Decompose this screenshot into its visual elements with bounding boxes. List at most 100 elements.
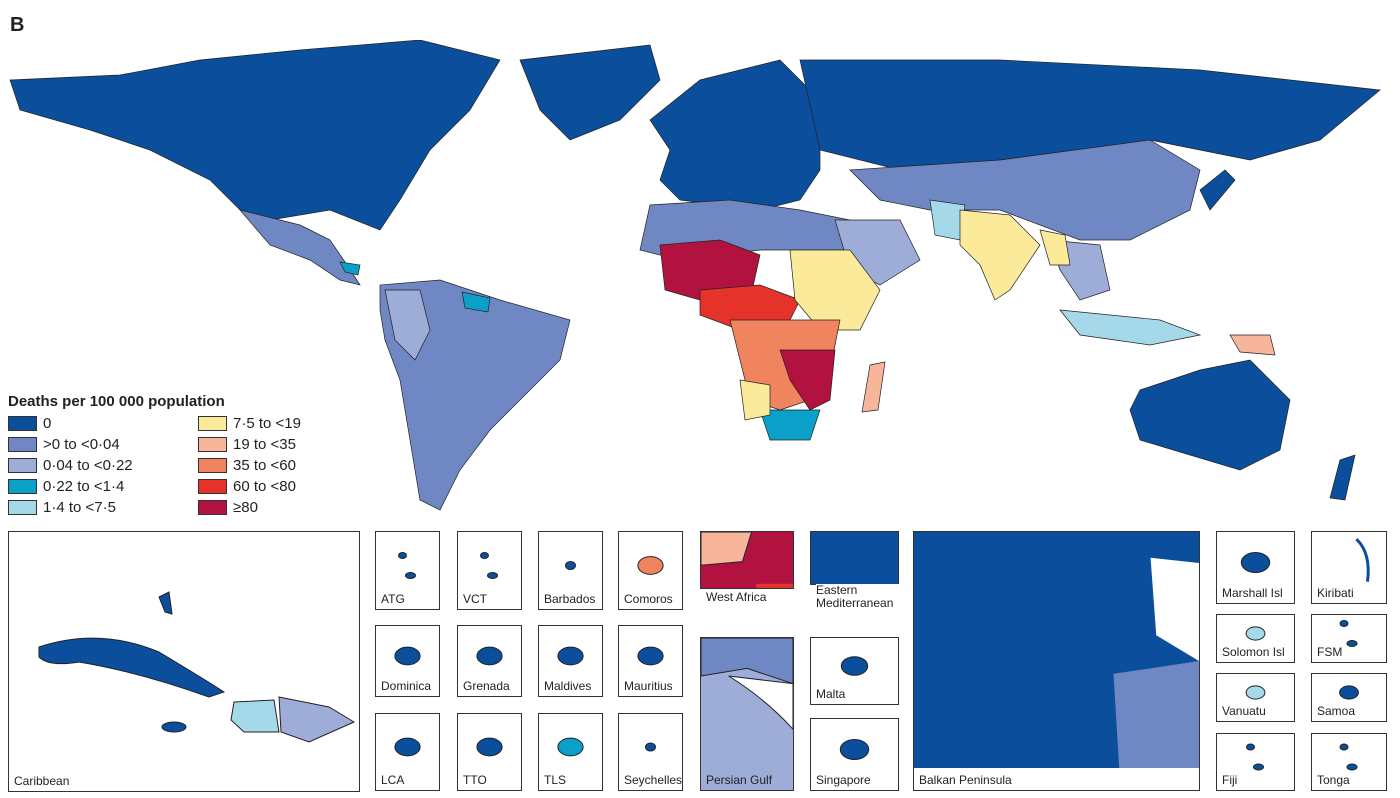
region-south-africa: [759, 409, 821, 441]
legend-label: 0: [43, 415, 52, 432]
inset-shape: [839, 739, 870, 760]
region-new-zealand: [1329, 454, 1356, 501]
panel-label: B: [10, 14, 25, 36]
legend-item: 19 to <35: [198, 435, 318, 454]
inset-singapore: Singapore: [810, 718, 899, 791]
inset-west-africa: West Africa: [700, 531, 794, 604]
inset-shape: [1355, 538, 1370, 582]
legend-label: 19 to <35: [233, 436, 296, 453]
inset-label: VCT: [463, 592, 487, 606]
inset-label: Grenada: [463, 679, 510, 693]
legend-item: 0·04 to <0·22: [8, 456, 198, 475]
inset-kiribati: Kiribati: [1311, 531, 1387, 604]
region-europe: [649, 59, 821, 211]
region-central-asia-china: [849, 139, 1201, 241]
inset-shape: [1240, 552, 1271, 573]
inset-solomon-isl: Solomon Isl: [1216, 614, 1295, 663]
legend-item: ≥80: [198, 498, 318, 517]
inset-label: Singapore: [816, 773, 871, 787]
legend-title: Deaths per 100 000 population: [8, 393, 225, 410]
inset-shape: [1339, 743, 1358, 771]
inset-label: Malta: [816, 687, 846, 701]
legend-swatch: [198, 500, 227, 515]
inset-shape: [394, 646, 421, 666]
region-japan: [1199, 169, 1236, 211]
inset-label: Kiribati: [1317, 586, 1354, 600]
region-east-africa: [789, 249, 881, 331]
legend-item: 0·22 to <1·4: [8, 477, 198, 496]
inset-eastern-mediterranean: Eastern Mediterranean: [810, 531, 903, 610]
legend-swatch: [198, 416, 227, 431]
inset-maldives: Maldives: [538, 625, 603, 697]
legend-label: >0 to <0·04: [43, 436, 120, 453]
inset-shape: [701, 532, 793, 588]
inset-label: Balkan Peninsula: [919, 773, 1012, 787]
inset-comoros: Comoros: [618, 531, 683, 610]
inset-shape: [701, 638, 793, 790]
legend-item: 60 to <80: [198, 477, 318, 496]
inset-fsm: FSM: [1311, 614, 1387, 663]
inset-fiji: Fiji: [1216, 733, 1295, 791]
inset-shape: [1339, 620, 1358, 647]
region-central-america-cyan: [339, 261, 361, 276]
inset-tonga: Tonga: [1311, 733, 1387, 791]
inset-shape: [476, 646, 503, 666]
inset-tto: TTO: [457, 713, 522, 791]
region-madagascar: [861, 361, 886, 413]
region-mexico-central: [239, 209, 361, 286]
legend-item: 7·5 to <19: [198, 414, 318, 433]
legend-label: 0·22 to <1·4: [43, 478, 125, 495]
inset-persian-gulf: Persian Gulf: [700, 637, 794, 791]
inset-label: Solomon Isl: [1222, 645, 1285, 659]
inset-caribbean: Caribbean: [8, 531, 360, 792]
region-russia: [799, 59, 1381, 171]
legend-item: >0 to <0·04: [8, 435, 198, 454]
inset-shape: [394, 737, 421, 757]
inset-seychelles: Seychelles: [618, 713, 683, 791]
region-indonesia: [1059, 309, 1202, 346]
inset-label: West Africa: [706, 590, 767, 604]
inset-label: FSM: [1317, 645, 1343, 659]
inset-label: ATG: [381, 592, 405, 606]
inset-shape: [1246, 743, 1264, 771]
inset-mauritius: Mauritius: [618, 625, 683, 697]
legend-label: 1·4 to <7·5: [43, 499, 116, 516]
region-guiana: [461, 291, 491, 313]
legend-swatch: [8, 458, 37, 473]
legend-item: 0: [8, 414, 198, 433]
legend-swatch: [198, 479, 227, 494]
inset-label: Comoros: [624, 592, 673, 606]
inset-atg: ATG: [375, 531, 440, 610]
region-australia: [1129, 359, 1291, 471]
inset-shape: [398, 552, 416, 579]
inset-shape: [1245, 626, 1266, 641]
inset-label: Caribbean: [14, 774, 70, 788]
legend-label: 7·5 to <19: [233, 415, 301, 432]
legend-swatch: [8, 479, 37, 494]
legend-swatch: [198, 458, 227, 473]
inset-vct: VCT: [457, 531, 522, 610]
inset-label: Samoa: [1317, 704, 1356, 718]
legend-label: 60 to <80: [233, 478, 296, 495]
inset-label: Mauritius: [624, 679, 673, 693]
legend-label: ≥80: [233, 499, 258, 516]
inset-shape: [476, 737, 503, 757]
inset-shape: [840, 656, 869, 676]
inset-shape: [1339, 685, 1359, 700]
inset-shape: [637, 556, 664, 575]
legend-swatch: [198, 437, 227, 452]
inset-label: Fiji: [1222, 773, 1238, 787]
legend-swatch: [8, 437, 37, 452]
inset-samoa: Samoa: [1311, 673, 1387, 722]
inset-label: Maldives: [544, 679, 592, 693]
inset-label: TTO: [463, 773, 487, 787]
inset-vanuatu: Vanuatu: [1216, 673, 1295, 722]
inset-barbados: Barbados: [538, 531, 603, 610]
inset-grenada: Grenada: [457, 625, 522, 697]
inset-label: Barbados: [544, 592, 596, 606]
inset-shape: [38, 591, 356, 743]
region-andes: [384, 289, 431, 361]
inset-lca: LCA: [375, 713, 440, 791]
inset-shape: [637, 646, 664, 666]
inset-label: Vanuatu: [1222, 704, 1266, 718]
